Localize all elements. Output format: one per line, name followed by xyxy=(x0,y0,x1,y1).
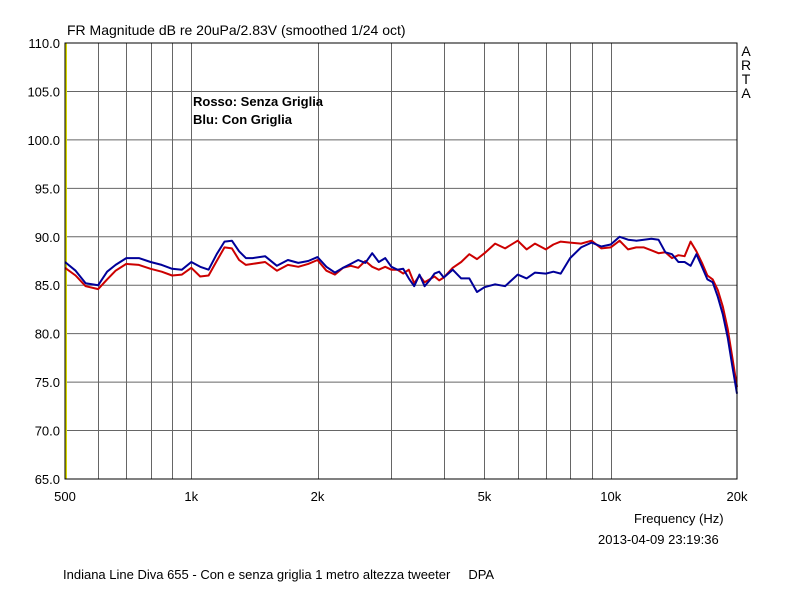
y-tick-label: 70.0 xyxy=(35,424,60,439)
brand-letter: A xyxy=(741,43,751,59)
y-tick-label: 105.0 xyxy=(27,84,60,99)
x-tick-label: 20k xyxy=(727,489,748,504)
y-tick-labels: 110.0 105.0 100.0 95.0 90.0 85.0 80.0 75.0 70.0 6… xyxy=(27,36,60,487)
measurement-description: Indiana Line Diva 655 - Con e senza grig… xyxy=(63,567,451,582)
y-tick-label: 85.0 xyxy=(35,278,60,293)
x-tick-label: 1k xyxy=(184,489,198,504)
chart-title: FR Magnitude dB re 20uPa/2.83V (smoothed… xyxy=(67,22,406,38)
brand-letter: A xyxy=(741,85,751,101)
brand-letter: T xyxy=(741,71,751,87)
brand-letter: R xyxy=(740,57,752,73)
series-line-blue xyxy=(64,235,738,394)
y-tick-label: 95.0 xyxy=(35,181,60,196)
x-tick-label: 500 xyxy=(54,489,76,504)
arta-brand-logo: A R T A xyxy=(740,44,752,100)
series-line-red xyxy=(64,239,738,388)
plot-frame xyxy=(64,42,738,480)
y-tick-label: 90.0 xyxy=(35,230,60,245)
measurement-timestamp: 2013-04-09 23:19:36 xyxy=(598,532,719,547)
x-axis-label: Frequency (Hz) xyxy=(634,511,724,526)
legend: Rosso: Senza Griglia Blu: Con Griglia xyxy=(193,94,324,127)
legend-entry-red: Rosso: Senza Griglia xyxy=(193,94,324,109)
x-tick-label: 10k xyxy=(600,489,621,504)
y-tick-label: 80.0 xyxy=(35,327,60,342)
footer-caption: Indiana Line Diva 655 - Con e senza grig… xyxy=(63,567,494,582)
x-tick-label: 5k xyxy=(478,489,492,504)
y-tick-label: 110.0 xyxy=(28,36,60,51)
x-tick-labels: 500 1k 2k 5k 10k 20k xyxy=(54,489,748,504)
legend-entry-blue: Blu: Con Griglia xyxy=(193,112,293,127)
x-tick-label: 2k xyxy=(311,489,325,504)
measurement-tag: DPA xyxy=(468,567,495,582)
y-tick-label: 100.0 xyxy=(27,133,60,148)
grid-lines xyxy=(65,42,737,480)
y-tick-label: 65.0 xyxy=(35,472,60,487)
y-tick-label: 75.0 xyxy=(35,375,60,390)
series-lines xyxy=(64,235,738,394)
